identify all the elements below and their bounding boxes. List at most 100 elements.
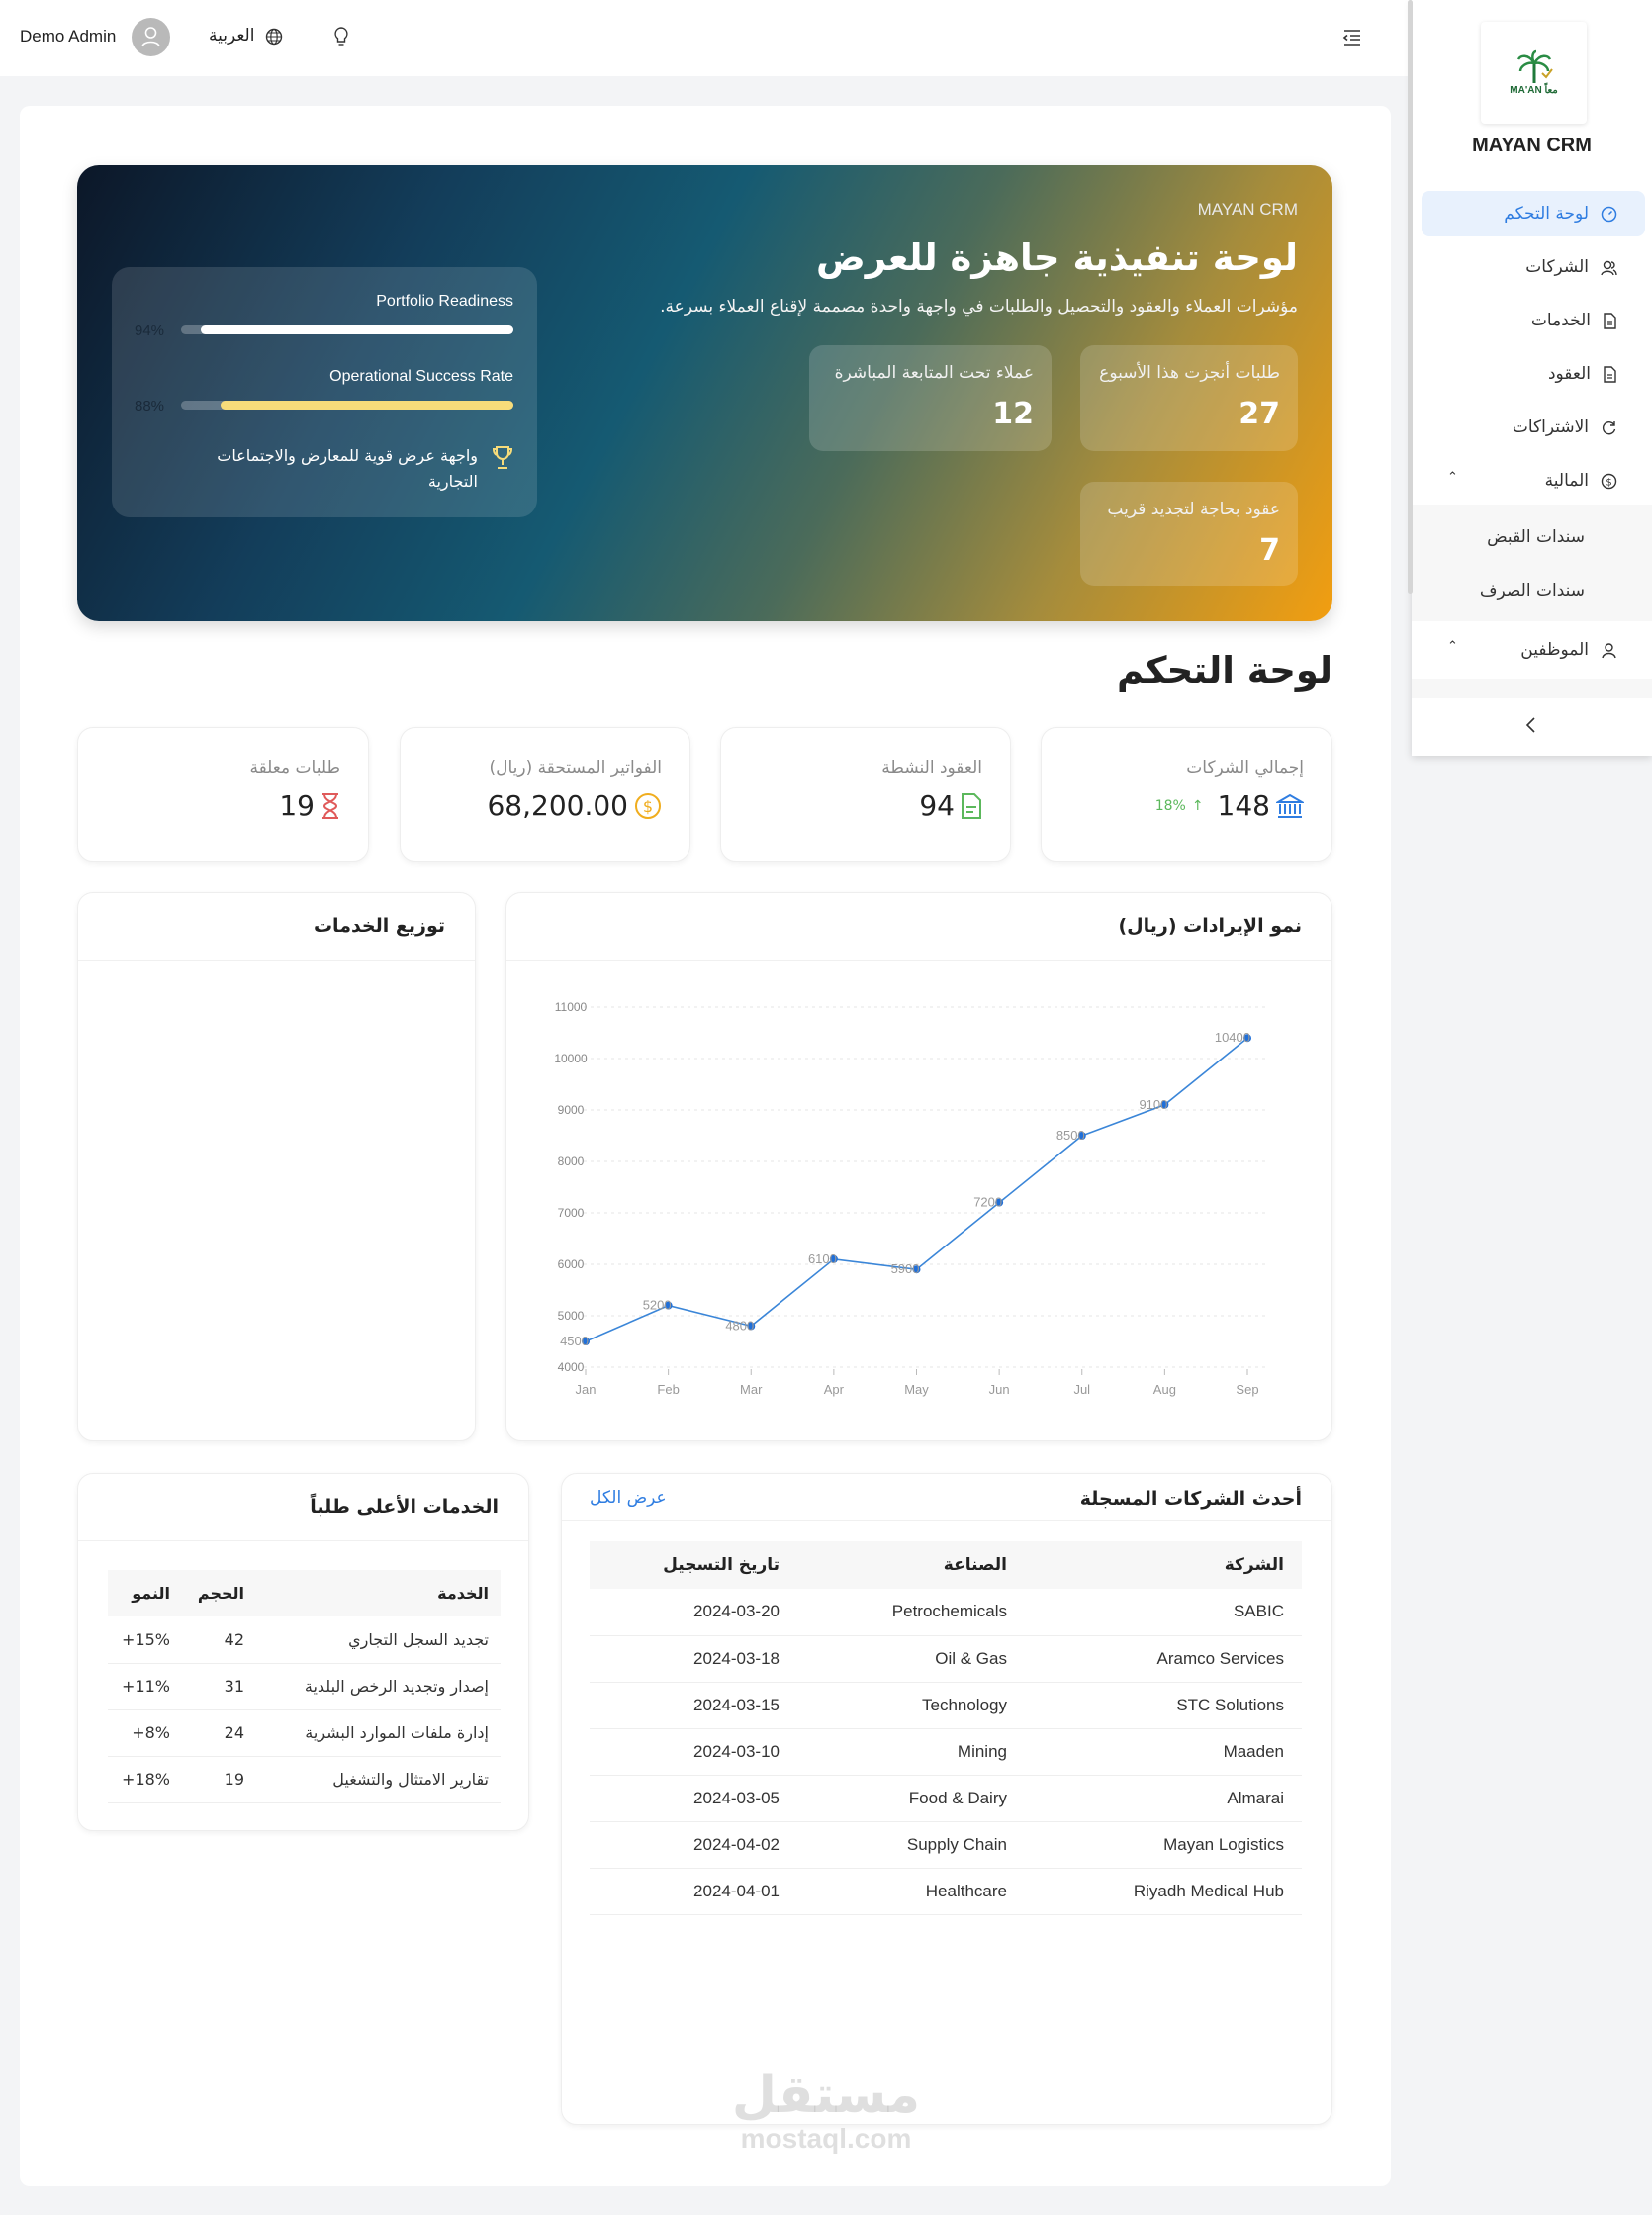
column-header: الشركة <box>1025 1541 1302 1589</box>
sidebar-item-label: الموظفين <box>1520 640 1589 660</box>
table-cell: 2024-04-01 <box>590 1868 797 1915</box>
sidebar-item-label: العقود <box>1547 364 1591 384</box>
language-switch[interactable]: العربية <box>209 26 255 46</box>
sidebar-item-dashboard[interactable]: لوحة التحكم <box>1422 191 1645 236</box>
menu-toggle-icon[interactable] <box>1342 29 1362 46</box>
sidebar-item-label: الاشتراكات <box>1512 417 1589 437</box>
chevron-up-icon[interactable]: ⌃ <box>1447 639 1458 654</box>
table-row[interactable]: SABIC Petrochemicals 2024-03-20 <box>590 1589 1302 1636</box>
data-label: 10400 <box>1215 1030 1250 1045</box>
stat-value: 148 <box>1217 789 1270 822</box>
hero-note: واجهة عرض قوية للمعارض والاجتماعات التجا… <box>217 446 478 491</box>
submenu-item-receipts[interactable]: سندات القبض <box>1487 527 1585 547</box>
stat-label: طلبات معلقة <box>249 758 340 778</box>
sidebar-item-services[interactable]: الخدمات <box>1422 298 1645 343</box>
table-cell: تقارير الامتثال والتشغيل <box>256 1756 501 1803</box>
table-cell: SABIC <box>1025 1589 1302 1636</box>
users-icon <box>1601 260 1617 275</box>
kpi-label: عملاء تحت المتابعة المباشرة <box>834 363 1034 383</box>
table-cell: Aramco Services <box>1025 1635 1302 1683</box>
table-cell: 11%+ <box>108 1663 182 1710</box>
column-header: الخدمة <box>256 1570 501 1616</box>
svg-text:$: $ <box>643 797 653 816</box>
file-icon <box>1604 312 1616 329</box>
watermark: مستقل mostaql.com <box>727 2068 925 2155</box>
stat-card-invoices[interactable]: الفواتير المستحقة (ريال) $ 68,200.00 <box>400 727 690 862</box>
data-label: 4500 <box>560 1334 589 1348</box>
progress-percent: 94% <box>135 323 165 339</box>
table-row[interactable]: Riyadh Medical Hub Healthcare 2024-04-01 <box>590 1868 1302 1915</box>
table-cell: Riyadh Medical Hub <box>1025 1868 1302 1915</box>
data-point <box>747 1322 756 1331</box>
table-cell: Mayan Logistics <box>1025 1821 1302 1869</box>
sidebar-item-employees[interactable]: ⌃ الموظفين <box>1422 627 1645 673</box>
revenue-line-chart: 4000 5000 6000 7000 8000 9000 10000 11000 Jan Feb… <box>554 1000 1269 1397</box>
stat-card-pending[interactable]: طلبات معلقة 19 <box>77 727 369 862</box>
stat-value: 68,200.00 <box>487 789 628 822</box>
sidebar-item-contracts[interactable]: العقود <box>1422 351 1645 397</box>
table-cell: Mining <box>797 1728 1025 1776</box>
stat-label: الفواتير المستحقة (ريال) <box>489 758 662 778</box>
lightbulb-icon[interactable] <box>333 26 349 47</box>
chevron-up-icon[interactable]: ⌃ <box>1447 470 1458 485</box>
stat-trend: 18% <box>1154 797 1186 814</box>
dollar-coin-icon: $ <box>635 792 661 819</box>
table-cell: 18%+ <box>108 1756 182 1803</box>
y-tick-label: 5000 <box>558 1309 585 1323</box>
data-label: 5200 <box>643 1298 672 1313</box>
table-row[interactable]: STC Solutions Technology 2024-03-15 <box>590 1682 1302 1729</box>
data-point <box>912 1265 921 1274</box>
x-tick-label: Jul <box>1073 1382 1090 1397</box>
table-cell: Oil & Gas <box>797 1635 1025 1683</box>
watermark-en: mostaql.com <box>740 2123 912 2154</box>
sidebar-item-companies[interactable]: الشركات <box>1422 244 1645 290</box>
stat-card-companies[interactable]: إجمالي الشركات 148 ↑ 18% <box>1041 727 1332 862</box>
top-services-card: الخدمات الأعلى طلباً الخدمة الحجم النمو … <box>77 1473 529 1831</box>
data-point <box>995 1198 1004 1207</box>
stat-value: 19 <box>279 789 315 822</box>
kpi-label: طلبات أنجزت هذا الأسبوع <box>1099 363 1280 383</box>
y-tick-label: 9000 <box>558 1103 585 1117</box>
collapse-chevron-left-icon[interactable] <box>1523 715 1539 735</box>
table-row[interactable]: Mayan Logistics Supply Chain 2024-04-02 <box>590 1821 1302 1869</box>
progress-percent: 88% <box>135 398 165 415</box>
table-cell: Food & Dairy <box>797 1775 1025 1822</box>
stat-value: 94 <box>919 789 955 822</box>
trophy-icon <box>492 446 513 469</box>
user-name[interactable]: Demo Admin <box>20 27 117 46</box>
kpi-card: عقود بحاجة لتجديد قريب 7 <box>1080 482 1298 586</box>
stat-card-contracts[interactable]: العقود النشطة 94 <box>720 727 1011 862</box>
sidebar-item-label: الشركات <box>1525 257 1589 277</box>
table-cell: Supply Chain <box>797 1821 1025 1869</box>
kpi-label: عقود بحاجة لتجديد قريب <box>1107 500 1280 519</box>
svg-text:$: $ <box>1606 477 1611 488</box>
submenu-item-payments[interactable]: سندات الصرف <box>1479 581 1585 600</box>
table-cell: Healthcare <box>797 1868 1025 1915</box>
x-tick-label: Sep <box>1236 1382 1258 1397</box>
data-point <box>582 1338 590 1345</box>
document-icon <box>962 792 981 819</box>
sidebar-item-subscriptions[interactable]: الاشتراكات <box>1422 405 1645 450</box>
table-cell: إصدار وتجديد الرخص البلدية <box>256 1663 501 1710</box>
table-row[interactable]: Maaden Mining 2024-03-10 <box>590 1728 1302 1776</box>
scrollbar[interactable] <box>1408 0 1413 594</box>
data-point <box>829 1254 838 1263</box>
data-point <box>664 1301 673 1310</box>
data-label: 9100 <box>1139 1097 1167 1112</box>
globe-icon[interactable] <box>265 28 283 46</box>
avatar-icon[interactable] <box>132 18 170 56</box>
table-cell: 31 <box>182 1663 256 1710</box>
view-all-link[interactable]: عرض الكل <box>590 1488 667 1508</box>
table-cell: 2024-03-18 <box>590 1635 797 1683</box>
kpi-value: 12 <box>992 397 1034 431</box>
sidebar-item-finance[interactable]: ⌃ المالية $ <box>1422 458 1645 504</box>
stat-label: إجمالي الشركات <box>1186 758 1304 778</box>
brand-name: MAYAN CRM <box>1472 135 1592 156</box>
table-cell: 2024-03-15 <box>590 1682 797 1729</box>
table-row[interactable]: Almarai Food & Dairy 2024-03-05 <box>590 1775 1302 1822</box>
table-row[interactable]: Aramco Services Oil & Gas 2024-03-18 <box>590 1635 1302 1683</box>
table-row: تجديد السجل التجاري 42 15%+ <box>108 1616 501 1664</box>
y-tick-label: 8000 <box>558 1154 585 1168</box>
palm-logo-icon <box>1516 49 1553 83</box>
card-title: الخدمات الأعلى طلباً <box>78 1474 528 1541</box>
